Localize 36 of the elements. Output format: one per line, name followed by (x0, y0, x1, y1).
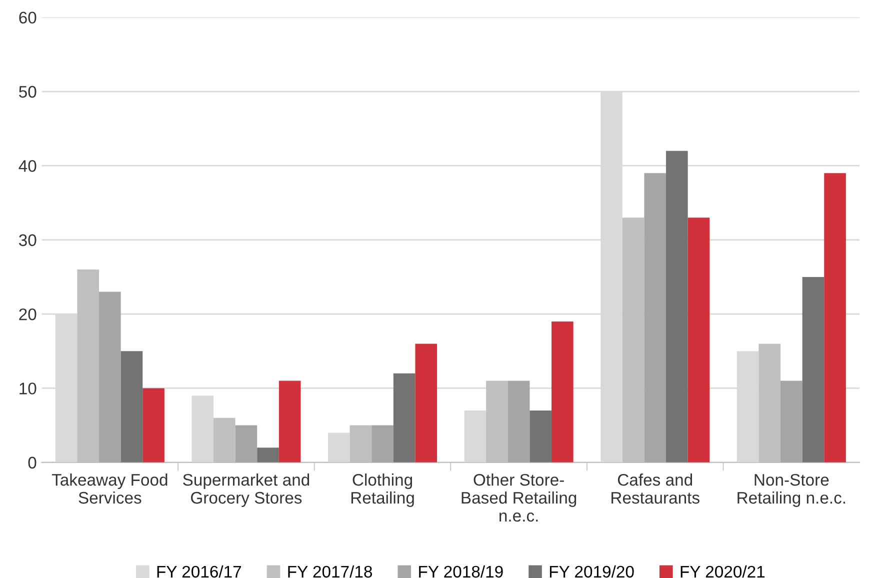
bar (393, 373, 416, 462)
x-tick-label: Takeaway Food Services (52, 474, 168, 504)
y-tick-label: 10 (20, 382, 36, 394)
y-tick-label: 60 (19, 12, 36, 24)
x-tick-label: Non-Store Retailing n.e.c. (738, 474, 846, 507)
bar (508, 380, 530, 462)
y-tick-label: 50 (19, 86, 36, 98)
y-tick-label: 40 (18, 160, 36, 172)
bar (552, 321, 574, 462)
bar (372, 425, 394, 462)
legend-label: FY 2018/19 (419, 565, 503, 578)
bar (257, 448, 279, 462)
bar (780, 380, 802, 462)
x-tick-label: Other Store- Based Retailing n.e.c. (462, 474, 576, 522)
x-tick-label: Clothing Retailing (351, 474, 414, 507)
bar (142, 388, 164, 462)
x-tick-label: Cafes and Restaurants (612, 474, 700, 504)
bar (99, 292, 121, 462)
bar (415, 344, 438, 462)
bar (530, 410, 552, 462)
x-tick-label: Supermarket and Grocery Stores (183, 474, 310, 507)
bar (802, 276, 824, 462)
y-tick-label: 0 (28, 456, 36, 469)
legend-label: FY 2016/17 (157, 565, 242, 578)
y-tick-label: 20 (19, 308, 36, 320)
bar (120, 351, 143, 462)
legend-label: FY 2017/18 (288, 565, 372, 578)
bar (278, 380, 301, 462)
bar (666, 150, 688, 462)
bar (824, 173, 846, 462)
y-tick-label: 30 (19, 234, 36, 246)
bar (644, 173, 666, 462)
bar (688, 218, 710, 462)
legend-label: FY 2020/21 (680, 565, 765, 578)
legend-label: FY 2019/20 (550, 565, 634, 578)
bar (235, 425, 258, 462)
